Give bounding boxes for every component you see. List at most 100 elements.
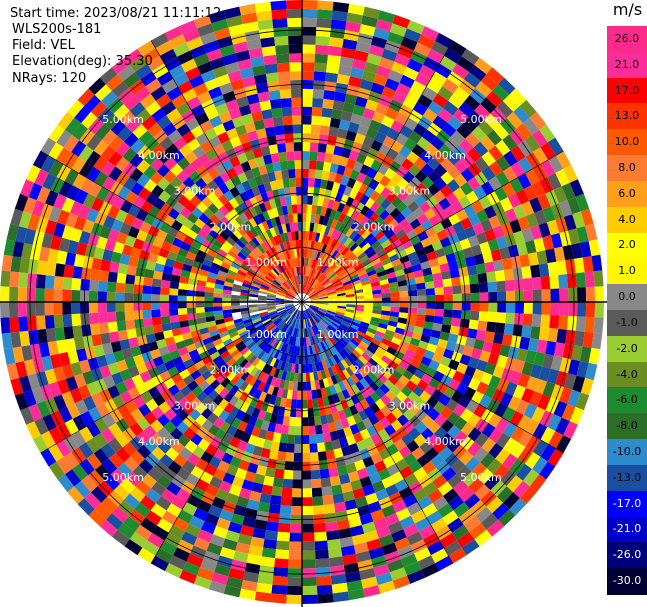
- velocity-gate: [476, 381, 489, 395]
- velocity-gate: [403, 138, 417, 152]
- velocity-gate: [302, 71, 315, 81]
- velocity-gate: [126, 117, 142, 133]
- velocity-gate: [141, 473, 157, 489]
- velocity-gate: [258, 428, 268, 440]
- velocity-gate: [350, 525, 365, 537]
- velocity-gate: [271, 9, 288, 20]
- velocity-gate: [284, 304, 294, 308]
- velocity-gate: [408, 427, 421, 441]
- velocity-gate: [315, 160, 325, 171]
- velocity-gate: [431, 40, 449, 56]
- velocity-gate: [362, 484, 376, 497]
- velocity-gate: [516, 463, 532, 481]
- velocity-gate: [217, 270, 228, 278]
- velocity-gate: [565, 258, 576, 275]
- velocity-gate: [117, 462, 133, 478]
- velocity-gate: [106, 291, 116, 302]
- velocity-gate: [265, 229, 274, 239]
- velocity-gate: [310, 302, 320, 304]
- velocity-gate: [496, 432, 511, 449]
- velocity-gate: [477, 468, 494, 485]
- velocity-gate: [288, 249, 293, 260]
- velocity-gate: [448, 40, 467, 57]
- velocity-gate: [145, 78, 162, 94]
- velocity-gate: [303, 266, 306, 276]
- velocity-gate: [469, 88, 487, 104]
- velocity-gate: [99, 67, 118, 85]
- velocity-gate: [413, 224, 426, 236]
- velocity-gate: [302, 310, 304, 320]
- velocity-gate: [310, 304, 320, 308]
- velocity-gate: [319, 295, 329, 299]
- velocity-gate: [205, 218, 217, 230]
- velocity-gate: [531, 314, 542, 328]
- velocity-gate: [378, 253, 390, 262]
- velocity-gate: [395, 228, 407, 240]
- velocity-gate: [372, 309, 382, 315]
- velocity-gate: [269, 180, 278, 191]
- velocity-gate: [305, 285, 310, 294]
- velocity-gate: [106, 281, 117, 293]
- velocity-gate: [455, 382, 469, 396]
- velocity-gate: [373, 350, 384, 360]
- velocity-gate: [279, 397, 287, 408]
- velocity-gate: [327, 308, 337, 313]
- velocity-gate: [256, 10, 273, 22]
- velocity-gate: [145, 260, 157, 271]
- velocity-gate: [240, 333, 250, 341]
- velocity-gate: [272, 316, 281, 323]
- velocity-gate: [435, 294, 445, 302]
- velocity-gate: [198, 212, 210, 224]
- velocity-gate: [331, 277, 341, 285]
- velocity-gate: [377, 10, 396, 24]
- velocity-gate: [456, 229, 468, 242]
- velocity-gate: [472, 368, 485, 382]
- velocity-gate: [167, 226, 179, 238]
- velocity-gate: [213, 468, 227, 481]
- velocity-gate: [281, 169, 289, 180]
- velocity-gate: [381, 542, 398, 556]
- velocity-gate: [204, 286, 215, 293]
- velocity-gate: [179, 569, 197, 584]
- velocity-gate: [371, 555, 388, 568]
- velocity-gate: [337, 409, 347, 421]
- velocity-gate: [302, 585, 318, 596]
- velocity-gate: [183, 163, 196, 177]
- velocity-gate: [293, 452, 302, 462]
- velocity-gate: [244, 471, 256, 483]
- velocity-gate: [242, 279, 253, 286]
- velocity-gate: [186, 36, 204, 51]
- velocity-gate: [110, 468, 127, 485]
- velocity-gate: [209, 57, 226, 70]
- velocity-gate: [153, 197, 166, 211]
- velocity-gate: [488, 176, 502, 191]
- velocity-gate: [139, 343, 150, 355]
- velocity-gate: [389, 311, 400, 318]
- velocity-gate: [223, 585, 242, 598]
- velocity-gate: [179, 207, 192, 219]
- velocity-gate: [375, 265, 385, 274]
- velocity-gate: [236, 496, 250, 508]
- velocity-gate: [321, 486, 333, 497]
- velocity-gate: [235, 324, 246, 331]
- velocity-gate: [286, 151, 295, 161]
- velocity-gate: [335, 311, 345, 316]
- velocity-gate: [362, 107, 376, 120]
- velocity-gate: [411, 447, 425, 461]
- velocity-gate: [279, 286, 288, 293]
- velocity-gate: [349, 169, 360, 181]
- velocity-gate: [488, 161, 504, 177]
- velocity-gate: [71, 289, 81, 302]
- velocity-gate: [217, 248, 228, 258]
- velocity-gate: [275, 44, 289, 55]
- velocity-gate: [467, 328, 478, 339]
- velocity-gate: [245, 404, 255, 416]
- velocity-gate: [212, 187, 224, 199]
- velocity-gate: [316, 151, 326, 162]
- velocity-gate: [48, 381, 62, 398]
- velocity-gate: [150, 86, 167, 101]
- velocity-gate: [234, 276, 244, 283]
- velocity-gate: [10, 331, 22, 348]
- velocity-gate: [286, 316, 293, 325]
- velocity-gate: [338, 222, 347, 233]
